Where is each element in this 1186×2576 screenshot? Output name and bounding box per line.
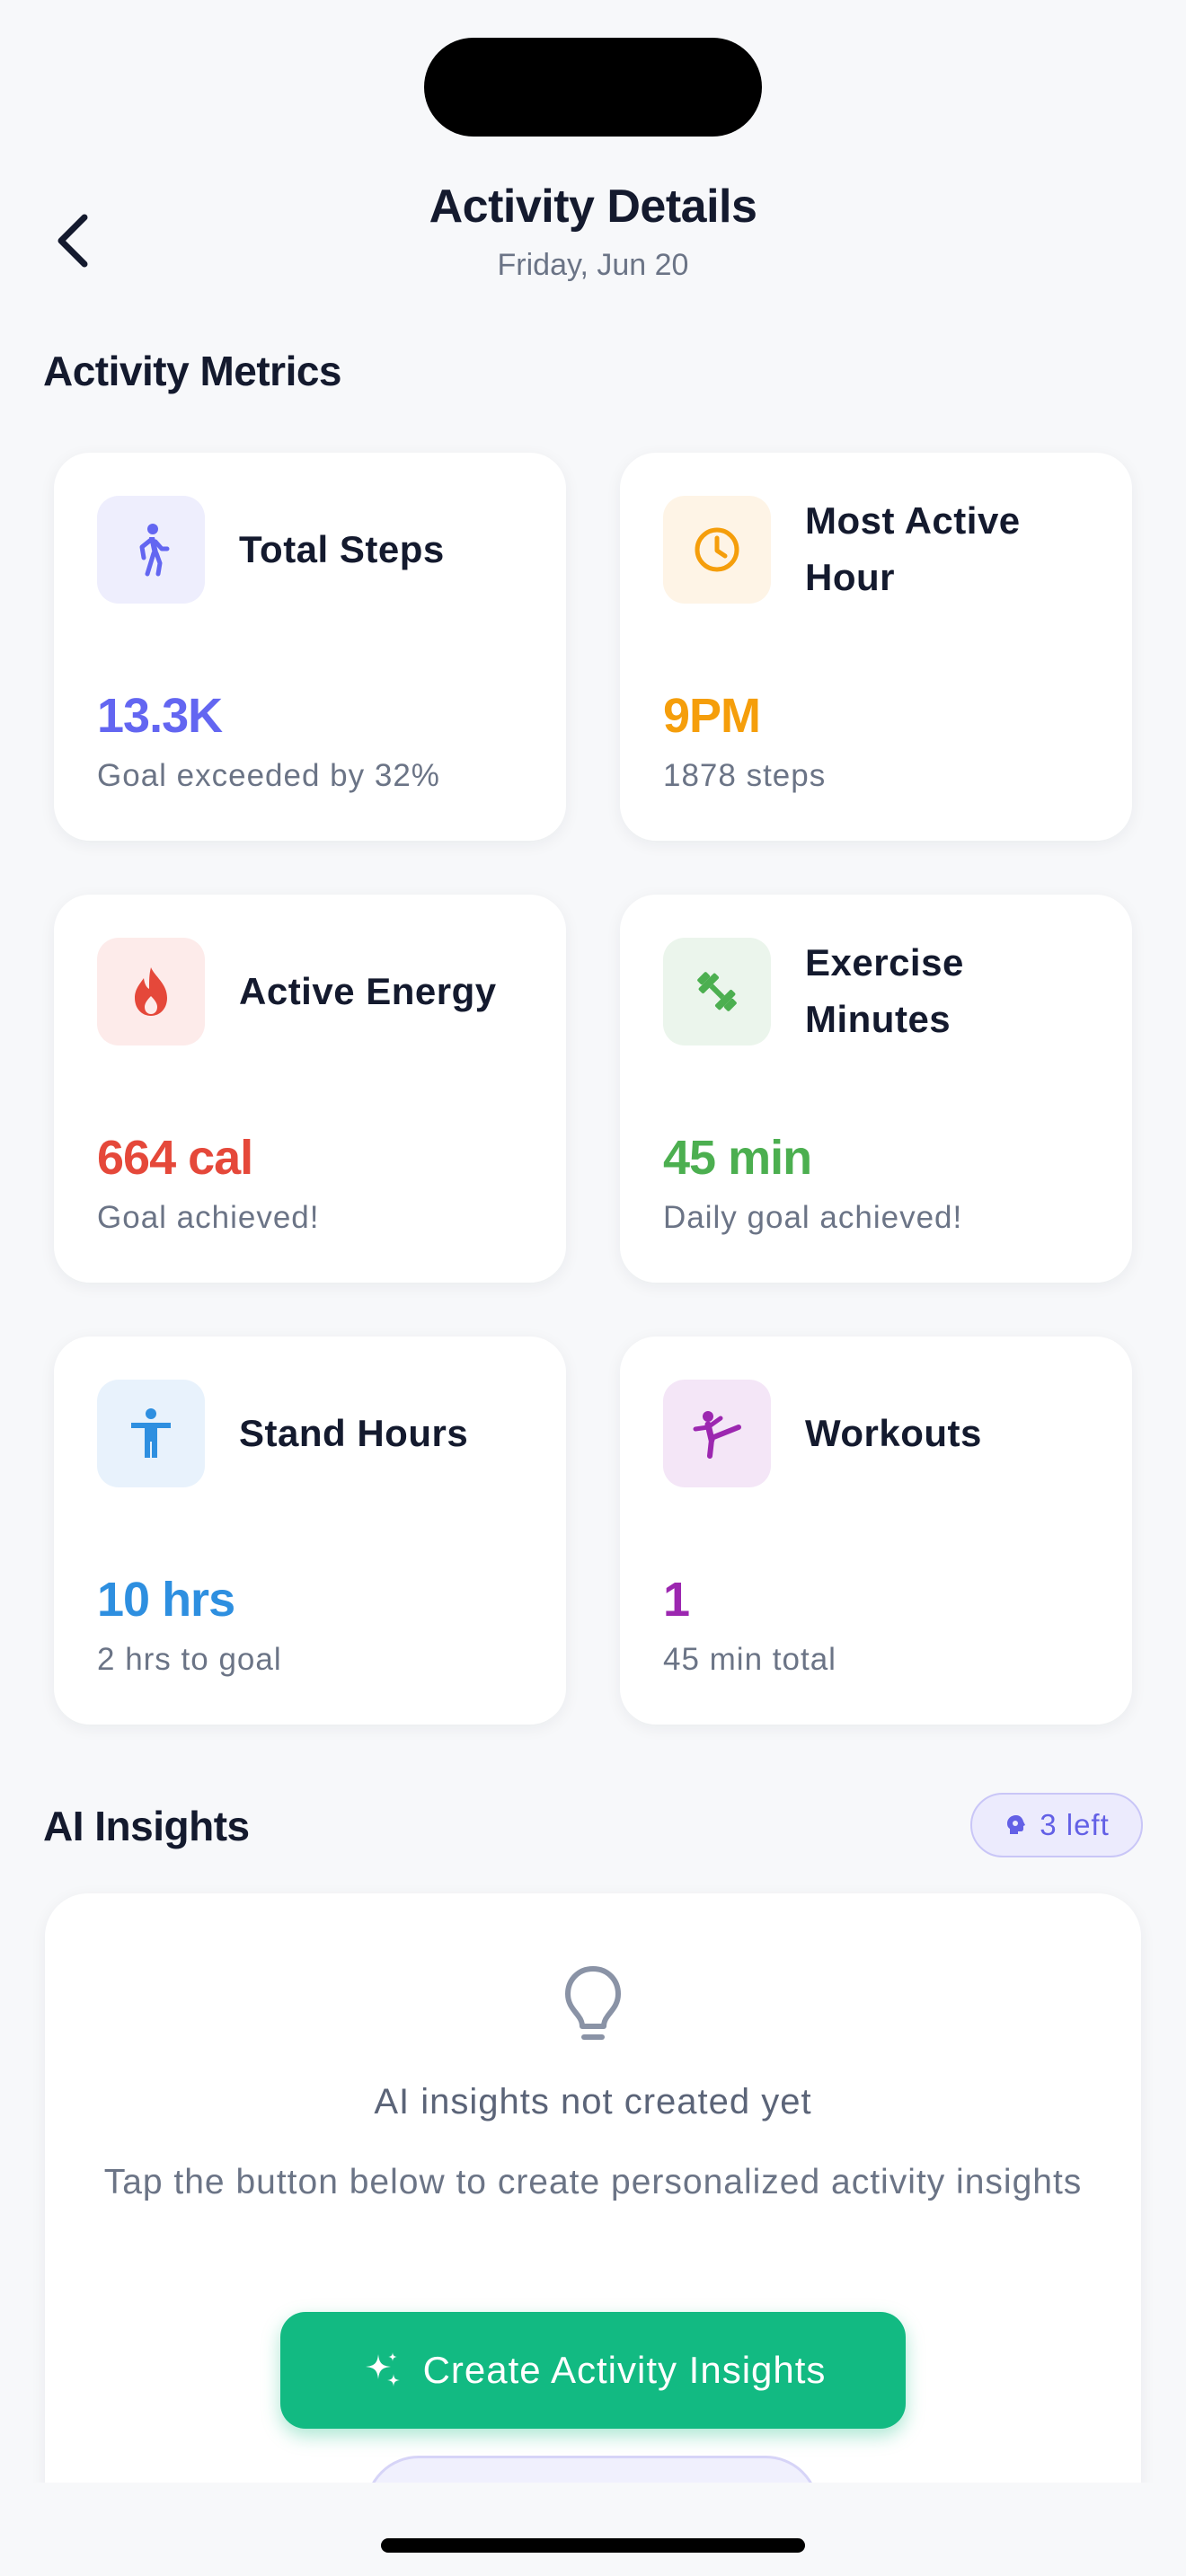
section-title-ai-insights: AI Insights <box>43 1803 250 1849</box>
empty-state-title: AI insights not created yet <box>374 2082 812 2122</box>
sparkles-icon <box>365 2352 400 2386</box>
metric-title: Exercise Minutes <box>805 941 964 1040</box>
dynamic-island <box>424 38 762 137</box>
metric-title: Total Steps <box>239 528 445 570</box>
walking-figure-icon <box>97 496 205 604</box>
back-button[interactable] <box>36 198 108 284</box>
lightbulb-icon <box>565 1966 621 2040</box>
martial-arts-icon <box>663 1380 771 1487</box>
metric-card-workouts[interactable]: Workouts 1 45 min total <box>620 1337 1132 1725</box>
flame-icon <box>97 938 205 1045</box>
metric-card-exercise-minutes[interactable]: Exercise Minutes 45 min Daily goal achie… <box>620 895 1132 1283</box>
metric-subtitle: Daily goal achieved! <box>663 1200 963 1235</box>
brain-icon <box>1007 1815 1026 1834</box>
metric-title: Workouts <box>805 1412 982 1454</box>
metric-card-total-steps[interactable]: Total Steps 13.3K Goal exceeded by 32% <box>54 453 566 841</box>
metric-subtitle: 45 min total <box>663 1642 836 1677</box>
metric-card-stand-hours[interactable]: Stand Hours 10 hrs 2 hrs to goal <box>54 1337 566 1725</box>
metric-subtitle: Goal exceeded by 32% <box>97 758 440 793</box>
metric-card-active-energy[interactable]: Active Energy 664 cal Goal achieved! <box>54 895 566 1283</box>
create-activity-insights-button[interactable]: Create Activity Insights <box>280 2312 906 2429</box>
clock-icon <box>663 496 771 604</box>
empty-state-description: Tap the button below to create personali… <box>103 2163 1083 2201</box>
metric-value: 1 <box>663 1573 690 1627</box>
metric-value: 13.3K <box>97 689 223 743</box>
bottom-safe-area <box>0 2483 1186 2576</box>
chevron-left-icon <box>58 214 88 268</box>
section-title-activity-metrics: Activity Metrics <box>43 348 342 394</box>
insights-remaining-badge: 3 left <box>970 1793 1143 1857</box>
dumbbell-icon <box>663 938 771 1045</box>
home-indicator[interactable] <box>381 2538 805 2553</box>
page-date: Friday, Jun 20 <box>497 248 689 282</box>
metric-value: 9PM <box>663 689 761 743</box>
badge-label: 3 left <box>1040 1808 1110 1841</box>
metric-value: 10 hrs <box>97 1573 235 1627</box>
metric-value: 45 min <box>663 1131 812 1185</box>
metric-value: 664 cal <box>97 1131 253 1185</box>
metric-subtitle: 2 hrs to goal <box>97 1642 282 1677</box>
metric-card-most-active-hour[interactable]: Most Active Hour 9PM 1878 steps <box>620 453 1132 841</box>
page-title: Activity Details <box>429 181 757 233</box>
create-button-label: Create Activity Insights <box>422 2349 827 2391</box>
ai-insights-card: AI insights not created yet Tap the butt… <box>45 1893 1141 2576</box>
metric-subtitle: 1878 steps <box>663 758 827 793</box>
standing-figure-icon <box>97 1380 205 1487</box>
metric-title: Stand Hours <box>239 1412 469 1454</box>
metric-title: Active Energy <box>239 970 497 1012</box>
metric-subtitle: Goal achieved! <box>97 1200 320 1235</box>
metric-title: Most Active Hour <box>805 499 1021 598</box>
